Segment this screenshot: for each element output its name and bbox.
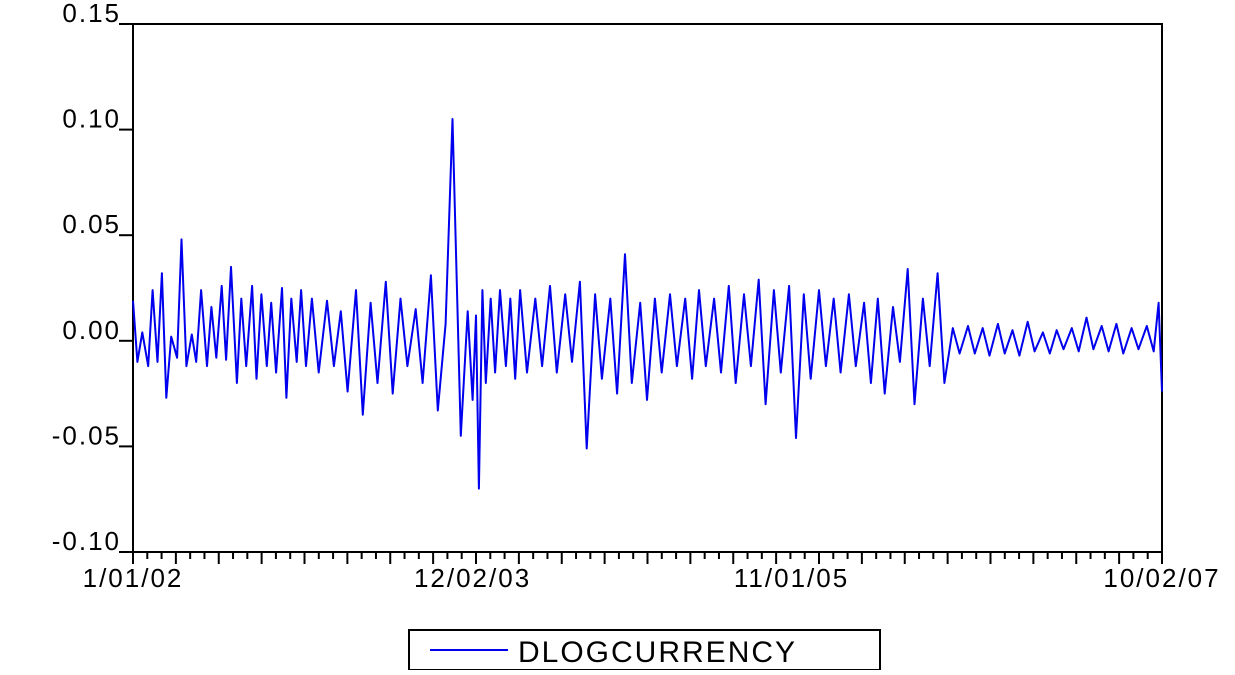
series-layer [132, 118, 1163, 490]
y-tick-label: 0.00 [62, 315, 121, 345]
y-tick-label: -0.05 [52, 420, 121, 450]
x-axis: 1/01/02 12/02/03 11/01/05 10/02/07 [83, 552, 1220, 593]
legend-label-dlogcurrency: DLOGCURRENCY [518, 636, 797, 669]
x-tick-label: 12/02/03 [414, 563, 531, 593]
y-tick-label: -0.10 [52, 526, 121, 556]
y-axis: -0.10 -0.05 0.00 0.05 0.10 0.15 [52, 0, 133, 556]
y-tick-label: 0.15 [62, 0, 121, 28]
series-line-dlogcurrency [132, 118, 1163, 490]
legend: DLOGCURRENCY [408, 629, 881, 671]
x-tick-label: 1/01/02 [83, 563, 184, 593]
x-tick-label: 11/01/05 [734, 563, 849, 593]
plot-frame [132, 23, 1163, 553]
y-tick-label: 0.05 [62, 209, 121, 239]
x-tick-label: 10/02/07 [1103, 563, 1220, 593]
y-tick-label: 0.10 [62, 104, 121, 134]
